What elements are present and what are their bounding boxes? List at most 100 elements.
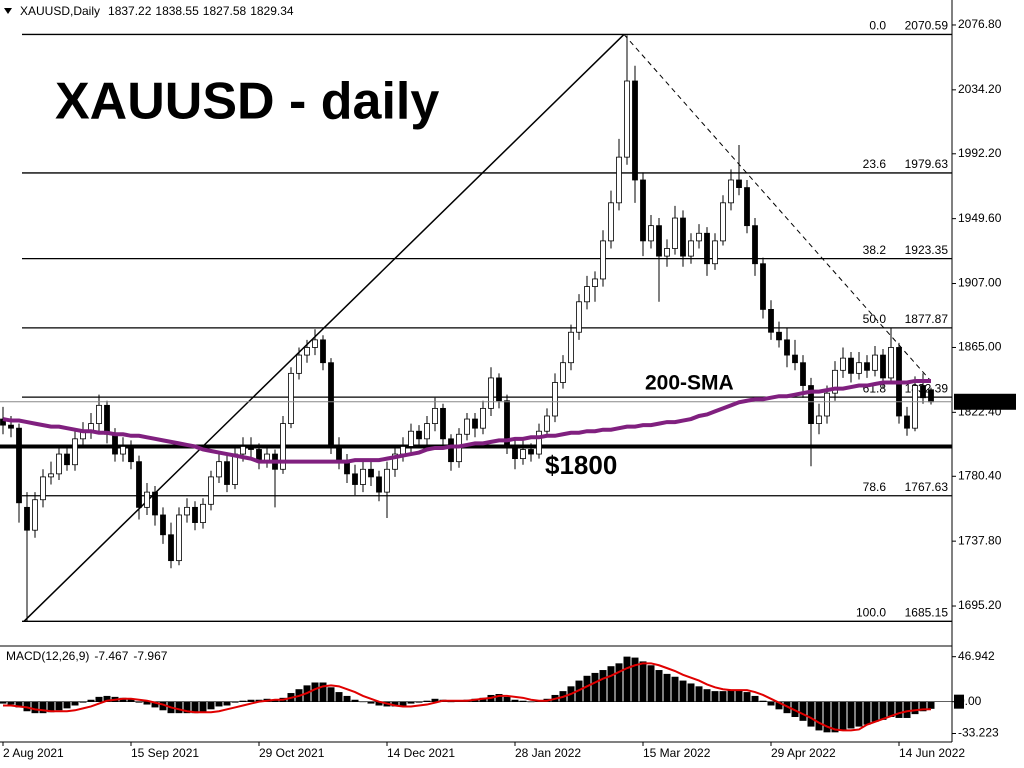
high: 1838.55: [155, 4, 199, 18]
close: 1829.34: [250, 4, 294, 18]
macd-bar: [831, 701, 839, 733]
macd-bar: [335, 692, 343, 702]
macd-bar: [679, 680, 687, 702]
y-tick-label: 1992.20: [958, 146, 1002, 160]
macd-bar: [7, 701, 15, 705]
candle-body: [56, 453, 62, 475]
macd-bar: [495, 694, 503, 702]
fib-price: 1979.63: [905, 157, 949, 171]
candle-body: [328, 362, 334, 447]
candle-body: [568, 331, 574, 364]
candle-body: [120, 446, 126, 455]
macd-bar: [431, 698, 439, 702]
candle-body: [336, 446, 342, 463]
fib-price: 1877.87: [905, 312, 949, 326]
support-label: $1800: [545, 450, 617, 480]
fib-price: 1685.15: [905, 605, 949, 619]
y-tick-label: 1907.00: [958, 276, 1002, 290]
macd-bar: [759, 700, 767, 702]
candle-body: [320, 339, 326, 364]
macd-bar: [503, 696, 511, 702]
y-tick-label: 2034.20: [958, 82, 1002, 96]
y-tick-label: 1865.00: [958, 340, 1002, 354]
candle-body: [808, 385, 814, 425]
candle-body: [200, 503, 206, 523]
candle-body: [168, 534, 174, 562]
macd-bar: [343, 695, 351, 702]
macd-bar: [47, 701, 55, 713]
candle-body: [216, 461, 222, 478]
candle-body: [552, 382, 558, 417]
macd-bar: [247, 699, 255, 702]
candle-body: [472, 418, 478, 429]
macd-bar: [863, 701, 871, 725]
candle-body: [240, 446, 246, 455]
candle-body: [40, 476, 46, 501]
candle-body: [208, 476, 214, 505]
candle-body: [632, 80, 638, 181]
macd-bar: [423, 700, 431, 702]
macd-bar: [407, 701, 415, 704]
candle-body: [248, 446, 254, 450]
candle-body: [704, 232, 710, 265]
macd-bar: [887, 701, 895, 717]
macd-bar: [63, 701, 71, 709]
current-price-box: [954, 393, 1016, 410]
candle-body: [752, 225, 758, 265]
candle-body: [888, 347, 894, 379]
candle-body: [152, 491, 158, 516]
macd-bar: [103, 695, 111, 702]
candle-body: [584, 286, 590, 303]
macd-header: MACD(12,26,9) -7.467 -7.967: [6, 649, 168, 663]
macd-bar: [631, 657, 639, 702]
x-tick-label: 28 Jan 2022: [515, 746, 581, 760]
symbol: XAUUSD,Daily: [20, 4, 100, 18]
menu-triangle[interactable]: [4, 8, 12, 14]
candle-body: [512, 446, 518, 460]
macd-bar: [327, 687, 335, 702]
macd-bar: [911, 701, 919, 715]
candle-body: [768, 309, 774, 333]
macd-bar: [415, 701, 423, 703]
macd-y-tick-label: 46.942: [958, 649, 995, 663]
candle-body: [824, 392, 830, 417]
macd-bar: [191, 701, 199, 714]
y-tick-label: 1949.60: [958, 211, 1002, 225]
macd-bar: [895, 701, 903, 718]
x-tick-label: 2 Aug 2021: [3, 746, 64, 760]
macd-bar: [15, 701, 23, 708]
macd-bar: [815, 701, 823, 731]
candle-body: [424, 423, 430, 440]
fib-price: 1923.35: [905, 243, 949, 257]
candle-body: [840, 357, 846, 371]
candle-body: [648, 225, 654, 242]
candle-body: [912, 385, 918, 429]
macd-bar: [711, 691, 719, 702]
candle-body: [776, 331, 782, 341]
candle-body: [408, 430, 414, 447]
candle-body: [64, 453, 70, 466]
candle-body: [712, 240, 718, 265]
candle-body: [104, 404, 110, 435]
low: 1827.58: [203, 4, 247, 18]
macd-bar: [31, 701, 39, 714]
macd-bar: [735, 690, 743, 702]
fib-level: 50.0: [863, 312, 887, 326]
macd-bar: [511, 699, 519, 702]
candle-body: [544, 415, 550, 432]
candle-body: [760, 263, 766, 310]
candle-body: [600, 240, 606, 280]
current-price-label: 1829.34: [958, 394, 1002, 408]
macd-bar: [807, 701, 815, 727]
macd-bar: [375, 701, 383, 706]
candle-body: [904, 415, 910, 429]
fib-level: 78.6: [863, 480, 887, 494]
candle-body: [48, 473, 54, 478]
candle-body: [32, 499, 38, 531]
candle-body: [728, 179, 734, 204]
sma-line: [2, 378, 931, 464]
macd-y-tick-label: -33.223: [958, 726, 999, 740]
macd-bar: [607, 666, 615, 702]
macd-bar: [583, 675, 591, 702]
